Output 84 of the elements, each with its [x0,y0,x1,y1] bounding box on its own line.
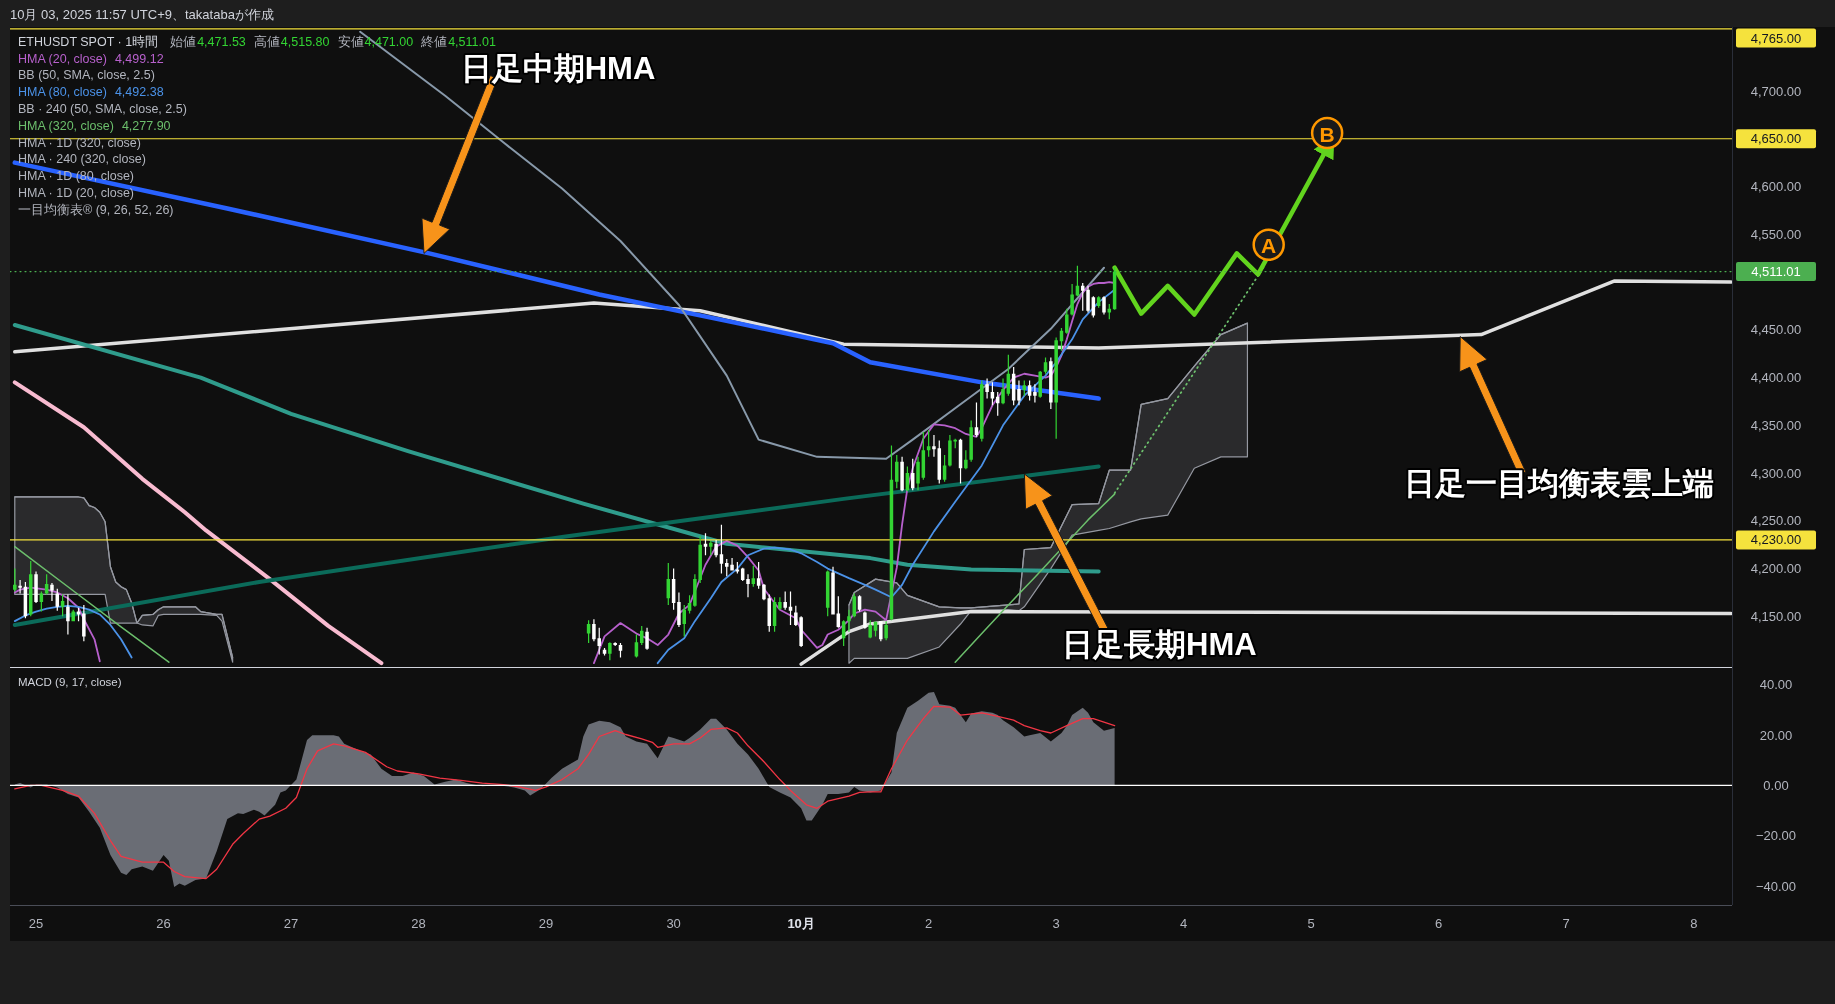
line-series [12,323,1101,574]
line-series [799,609,1732,666]
y-tick-label: 4,600.00 [1750,179,1802,195]
annotation: 日足一目均衡表雲上端 [1404,466,1715,501]
annotation: 4,277.90 [121,118,171,133]
x-tick-label: 3 [1052,915,1060,931]
x-tick-label: 7 [1562,915,1570,931]
candlestick [66,594,70,635]
y-tick-label: 4,250.00 [1750,513,1802,529]
candlestick [932,434,936,457]
annotation: HMA · 1D (20, close) [18,185,135,200]
y-tick-label: 4,300.00 [1750,465,1802,481]
candlestick [916,456,920,491]
y-tick-label: 20.00 [1759,727,1793,743]
annotation: 4,471.53 [197,34,246,49]
candlestick [746,574,750,598]
text: HMA (80, close) [18,85,107,100]
candlestick [847,609,851,632]
annotation: 4,515.80 [280,34,330,49]
candlestick [677,592,681,627]
x-tick-label: 28 [411,915,426,931]
line-series [13,586,101,663]
annotation: 終値 [420,34,448,49]
annotation: BB · 240 (50, SMA, close, 2.5) [18,101,187,116]
candlestick [985,378,989,399]
x-tick-label: 8 [1690,915,1698,931]
y-tick-label: −40.00 [1755,878,1797,894]
x-tick-label: 5 [1307,915,1315,931]
annotation: B [1319,122,1335,146]
candlestick [1102,296,1106,315]
x-tick-label: 2 [925,915,933,931]
ref-line-label: 4,650.00 [1750,131,1802,147]
y-tick-label: 4,400.00 [1750,370,1802,386]
line-series [13,604,133,659]
candlestick [1001,378,1005,405]
y-tick-label: 4,200.00 [1750,561,1802,577]
annotation: 4,492.38 [114,85,164,100]
annotation: 始値 [170,34,197,49]
x-tick-label: 6 [1435,915,1443,931]
line-series [14,545,170,663]
annotation: 一目均衡表® (9, 26, 52, 26) [18,202,174,217]
annotation: 日足長期HMA [1062,626,1257,662]
x-tick-label: 27 [283,915,299,931]
y-tick-label: −20.00 [1755,828,1797,844]
line-series [12,380,384,666]
candlestick [50,582,54,602]
annotation: 4,499.12 [114,51,164,66]
annotation: BB (50, SMA, close, 2.5) [18,68,155,83]
text: MACD (9, 17, close) [18,675,122,688]
candlestick [1017,380,1021,406]
x-tick-label: 30 [666,915,681,931]
ref-line-label: 4,511.01 [1751,264,1801,280]
x-tick-label: 4 [1180,915,1188,931]
x-tick-label: 29 [538,915,554,931]
candlestick [1033,384,1037,403]
x-tick-label: 26 [156,915,171,931]
annotation: A [1261,234,1277,258]
text: HMA (20, close) [18,51,107,66]
line-series [848,322,1249,609]
candlestick [613,642,617,646]
candlestick [1086,285,1090,313]
y-tick-label: 40.00 [1759,677,1793,693]
annotation: 日足中期HMA [460,50,656,86]
ref-line-label: 4,765.00 [1750,30,1802,46]
x-tick-label: 10月 [787,915,815,931]
y-tick-label: 4,450.00 [1750,322,1802,338]
annotation: 安値 [337,33,364,49]
y-tick-label: 4,700.00 [1750,83,1802,99]
text: 10月 03, 2025 11:57 UTC+9、takatabaが作成 [10,6,274,22]
line-series [12,464,1101,627]
candlestick [645,627,649,650]
y-tick-label: 4,550.00 [1750,226,1802,242]
annotation: HMA · 240 (320, close) [18,152,146,167]
annotation: 4,511.01 [448,34,496,49]
line-series [13,279,1732,354]
y-tick-label: 0.00 [1763,777,1789,793]
annotation: 高値 [253,33,280,49]
y-tick-label: 4,350.00 [1750,417,1802,433]
annotation: HMA · 1D (320, close) [18,135,141,150]
text: ETHUSDT SPOT · 1時間 [18,34,159,49]
x-tick-label: 25 [28,915,44,931]
y-tick-label: 4,150.00 [1750,608,1802,624]
ref-line-label: 4,230.00 [1750,532,1802,548]
text: HMA (320, close) [18,118,114,133]
